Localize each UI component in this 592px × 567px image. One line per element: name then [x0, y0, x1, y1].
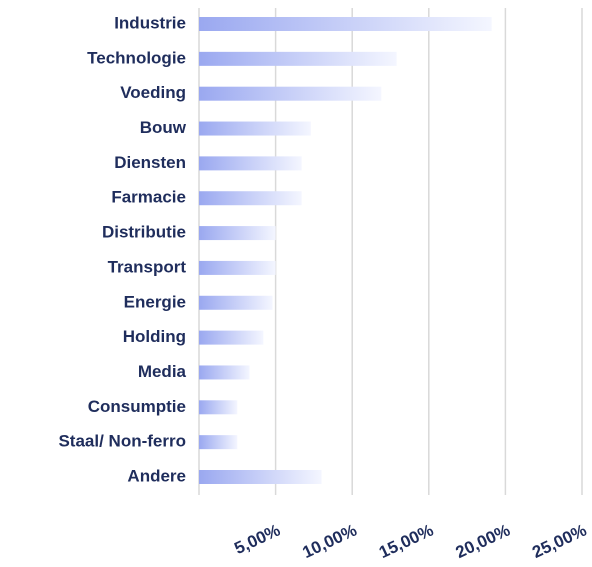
y-tick-label: Technologie	[87, 48, 186, 67]
bar	[199, 191, 302, 206]
bar	[199, 226, 276, 241]
bar	[199, 17, 492, 31]
bar	[199, 330, 264, 345]
bar	[199, 86, 382, 101]
y-tick-label: Holding	[123, 327, 186, 346]
x-tick-label: 20,00%	[453, 520, 513, 562]
y-tick-label: Energie	[124, 292, 186, 311]
bar	[199, 365, 250, 380]
bar	[199, 435, 238, 450]
x-tick-label: 15,00%	[376, 520, 436, 562]
bar	[199, 470, 322, 484]
y-tick-label: Bouw	[140, 118, 187, 137]
y-tick-label: Farmacie	[111, 188, 186, 207]
bar	[199, 121, 311, 136]
bar	[199, 51, 397, 66]
y-tick-label: Staal/ Non-ferro	[58, 432, 186, 451]
y-tick-label: Diensten	[114, 153, 186, 172]
x-tick-label: 25,00%	[529, 520, 589, 562]
bar	[199, 295, 273, 310]
bar	[199, 156, 302, 171]
y-tick-label: Distributie	[102, 223, 186, 242]
y-tick-label: Industrie	[114, 13, 186, 32]
bar	[199, 260, 276, 275]
x-tick-label: 10,00%	[299, 520, 359, 562]
bar	[199, 400, 238, 415]
y-tick-label: Transport	[108, 257, 187, 276]
x-tick-label: 5,00%	[231, 520, 283, 558]
y-tick-label: Voeding	[120, 83, 186, 102]
y-tick-label: Andere	[127, 466, 186, 485]
y-tick-label: Media	[138, 362, 187, 381]
y-tick-label: Consumptie	[88, 397, 186, 416]
